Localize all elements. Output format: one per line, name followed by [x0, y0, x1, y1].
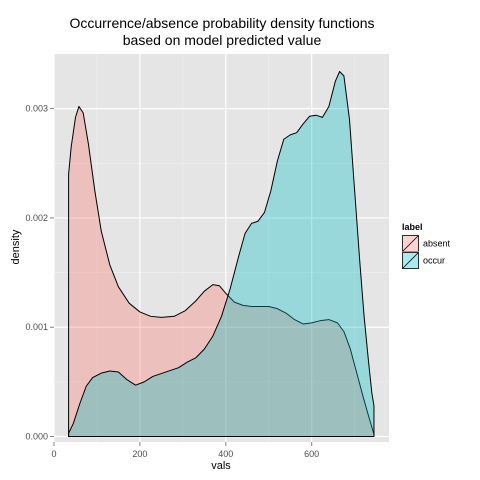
- y-tick-label: 0.003: [25, 104, 48, 114]
- x-axis-title: vals: [211, 460, 231, 472]
- y-axis-title: density: [10, 229, 22, 264]
- density-areas: [68, 70, 375, 438]
- legend-label-occur: occur: [423, 256, 445, 266]
- x-tick-label: 400: [218, 449, 233, 459]
- x-tick-label: 0: [51, 449, 56, 459]
- legend-label-absent: absent: [423, 239, 451, 249]
- x-tick-label: 200: [132, 449, 147, 459]
- plot-panel: [54, 54, 389, 442]
- y-tick-label: 0.001: [25, 322, 48, 332]
- legend-title: label: [402, 222, 423, 232]
- x-tick-label: 600: [304, 449, 319, 459]
- legend-item-occur: occur: [401, 251, 445, 270]
- density-area-occur: [68, 70, 375, 438]
- grid-lines: [53, 54, 389, 442]
- legend-swatch-slash: [402, 252, 419, 269]
- legend-swatch-slash: [402, 235, 419, 252]
- axis-ticks: 0 200 400 600 0.000 0.001 0.002 0.003: [25, 104, 319, 459]
- chart-title-line-2: based on model predicted value: [123, 32, 322, 48]
- density-area-absent: [68, 105, 375, 438]
- legend: label absent occur: [401, 222, 451, 270]
- y-tick-label: 0.002: [25, 213, 48, 223]
- y-tick-label: 0.000: [25, 432, 48, 442]
- legend-item-absent: absent: [401, 234, 451, 253]
- chart-title-line-1: Occurrence/absence probability density f…: [69, 15, 374, 31]
